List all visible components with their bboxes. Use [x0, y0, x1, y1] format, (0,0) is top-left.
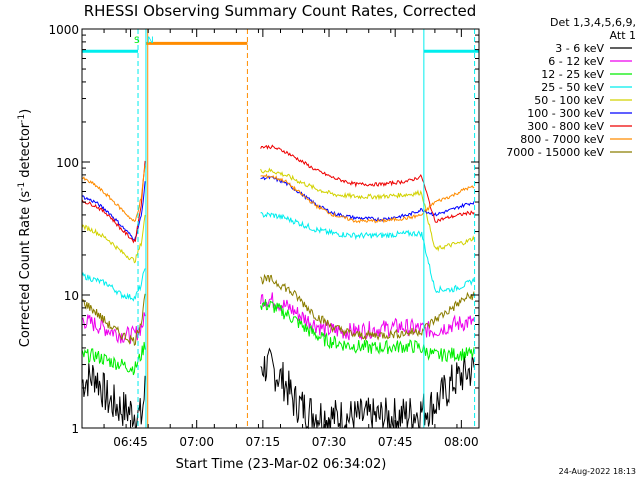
series-25-50-kev-kev-group	[81, 211, 475, 302]
x-tick-label-07:15: 07:15	[246, 435, 281, 449]
series-800-7000-kev-kev-group	[81, 165, 475, 224]
series-3-6-kev-kev-group	[81, 347, 475, 430]
series-line-8-seg-0	[81, 293, 146, 346]
legend-label-0: 3 - 6 keV	[555, 42, 604, 55]
legend-header-detectors: Det 1,3,4,5,6,9,	[550, 16, 636, 29]
series-line-1-seg-0	[81, 312, 146, 344]
chart-title: RHESSI Observing Summary Count Rates, Co…	[84, 2, 477, 20]
series-6-12-kev-kev-group	[81, 292, 475, 344]
series-12-25-kev-kev-group	[81, 299, 475, 376]
series-line-5-seg-0	[81, 181, 146, 242]
legend-label-7: 800 - 7000 keV	[520, 133, 604, 146]
plot-frame	[81, 28, 480, 429]
series-line-6-seg-1	[260, 144, 475, 223]
y-tick-label-1: 1	[71, 422, 79, 436]
x-tick-label-07:45: 07:45	[378, 435, 413, 449]
series-line-0-seg-0	[81, 363, 146, 429]
x-tick-label-06:45: 06:45	[113, 435, 148, 449]
series-line-7-seg-0	[81, 165, 146, 223]
legend-label-1: 6 - 12 keV	[548, 55, 604, 68]
series-300-800-kev-kev-group	[81, 144, 475, 244]
legend-label-5: 100 - 300 keV	[527, 107, 604, 120]
series-line-3-seg-0	[81, 268, 146, 302]
marker-s: S	[134, 36, 140, 46]
y-tick-label-10: 10	[64, 289, 79, 303]
series-line-4-seg-0	[81, 214, 146, 264]
y-axis-label: Corrected Count Rate (s-1 detector-1)	[17, 109, 33, 347]
series-line-4-seg-1	[260, 167, 475, 252]
series-line-2-seg-0	[81, 341, 146, 376]
series-50-100-kev-kev-group	[81, 167, 475, 264]
x-tick-label-07:30: 07:30	[312, 435, 347, 449]
legend-label-3: 25 - 50 keV	[541, 81, 604, 94]
x-tick-label-07:00: 07:00	[179, 435, 214, 449]
legend-label-4: 50 - 100 keV	[534, 94, 604, 107]
series-line-7-seg-1	[260, 173, 475, 224]
series-line-8-seg-1	[260, 273, 475, 342]
series-line-0-seg-1	[260, 347, 475, 430]
marker-n: N	[147, 36, 154, 46]
footer-date: 24-Aug-2022 18:13	[559, 467, 636, 476]
y-tick-label-100: 100	[56, 156, 79, 170]
series-line-2-seg-1	[260, 299, 475, 363]
series-line-5-seg-1	[260, 175, 475, 222]
x-axis-label: Start Time (23-Mar-02 06:34:02)	[176, 457, 387, 472]
legend-label-8: 7000 - 15000 keV	[506, 146, 604, 159]
series-line-3-seg-1	[260, 211, 475, 294]
x-tick-label-08:00: 08:00	[444, 435, 479, 449]
y-tick-label-1000: 1000	[48, 23, 79, 37]
series-7000-15000-kev-kev-group	[81, 273, 475, 346]
legend-header-attenuator: Att 1	[610, 29, 636, 42]
series-line-6-seg-0	[81, 160, 146, 244]
legend-label-6: 300 - 800 keV	[527, 120, 604, 133]
legend-label-2: 12 - 25 keV	[541, 68, 604, 81]
